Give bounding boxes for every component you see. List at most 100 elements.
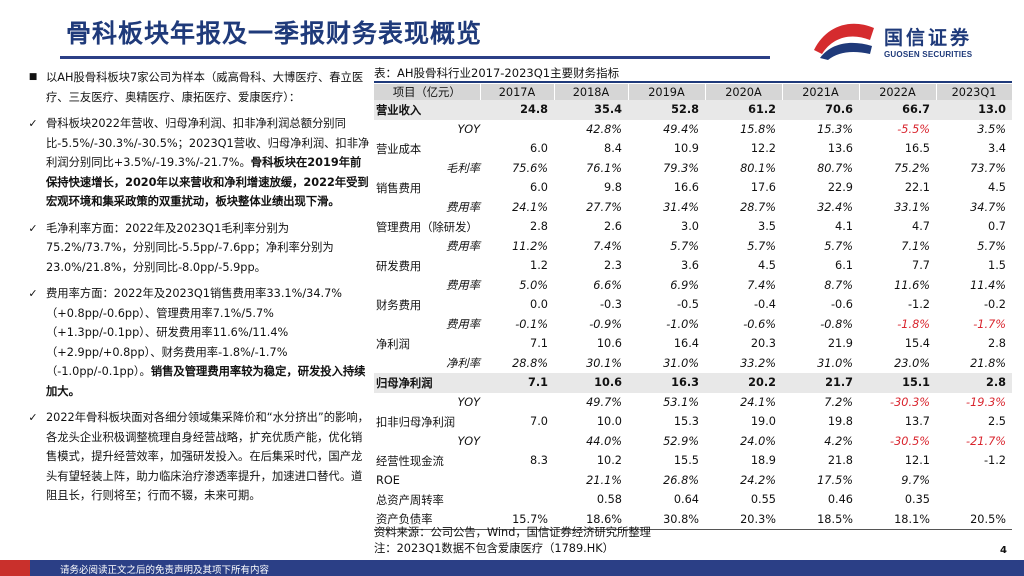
table-row: 净利率 28.8% 30.1% 31.0% 33.2% 31.0% 23.0% 21.8% bbox=[374, 354, 1012, 374]
value-cell: 12.2 bbox=[750, 142, 776, 156]
bullet-item: ■ 以AH股骨科板块7家公司为样本（威高骨科、大博医疗、春立医疗、三友医疗、奥精医… bbox=[24, 68, 370, 107]
value-cell: 21.7 bbox=[782, 373, 859, 393]
row-label-cell: 毛利率 bbox=[446, 162, 480, 176]
title-underline bbox=[60, 56, 770, 59]
value-cell: 24.8 bbox=[480, 100, 554, 120]
bullet-text: 2022年骨科板块面对各细分领域集采降价和“水分挤出”的影响，各龙头企业积极调整… bbox=[46, 411, 369, 502]
row-label-cell: 净利率 bbox=[446, 357, 480, 371]
table-row: 净利润 7.1 10.6 16.4 20.3 21.9 15.4 2.8 bbox=[374, 334, 1012, 354]
page-title: 骨科板块年报及一季报财务表现概览 bbox=[66, 19, 483, 48]
value-cell: 42.8% bbox=[586, 122, 622, 136]
value-cell: 80.1% bbox=[740, 161, 776, 175]
logo-english-text: GUOSEN SECURITIES bbox=[884, 50, 973, 59]
value-cell: 20.3 bbox=[750, 337, 776, 351]
table-row: 总资产周转率 0.58 0.64 0.55 0.46 0.35 bbox=[374, 490, 1012, 510]
value-cell: 8.7% bbox=[824, 278, 853, 292]
value-cell: -30.5% bbox=[890, 434, 930, 448]
header-period-cell: 2020A bbox=[705, 84, 783, 100]
header-period-cell: 2018A bbox=[554, 84, 629, 100]
table-row: 费用率 11.2% 7.4% 5.7% 5.7% 5.7% 7.1% 5.7% bbox=[374, 237, 1012, 257]
value-cell: 79.3% bbox=[663, 161, 699, 175]
guosen-logo: 国信证券 GUOSEN SECURITIES bbox=[812, 20, 1012, 68]
bullet-item: ✓ 毛净利率方面：2022年及2023Q1毛利率分别为75.2%/73.7%，分别… bbox=[24, 219, 370, 278]
value-cell: -19.3% bbox=[966, 395, 1006, 409]
value-cell: 23.0% bbox=[894, 356, 930, 370]
row-label-cell: 销售费用 bbox=[376, 181, 422, 195]
row-label-cell: 营业收入 bbox=[374, 100, 480, 120]
table-row: 费用率 -0.1% -0.9% -1.0% -0.6% -0.8% -1.8% -1.7% bbox=[374, 315, 1012, 335]
financial-metrics-table: 项目（亿元） 2017A 2018A 2019A 2020A 2021A 2022A 2023… bbox=[374, 84, 1013, 530]
value-cell: 33.2% bbox=[740, 356, 776, 370]
value-cell: 7.0 bbox=[530, 415, 548, 429]
value-cell: 2.3 bbox=[604, 259, 622, 273]
footnote-line: 注：2023Q1数据不包含爱康医疗（1789.HK） bbox=[374, 541, 614, 555]
value-cell: 70.6 bbox=[782, 100, 859, 120]
value-cell: 1.2 bbox=[530, 259, 548, 273]
value-cell: 3.6 bbox=[681, 259, 699, 273]
value-cell: 1.5 bbox=[988, 259, 1006, 273]
row-label-cell: YOY bbox=[457, 395, 481, 409]
value-cell: 0.64 bbox=[673, 493, 699, 507]
value-cell: 6.1 bbox=[835, 259, 853, 273]
source-note: 资料来源：公司公告，Wind，国信证券经济研究所整理 注：2023Q1数据不包含… bbox=[374, 525, 651, 556]
value-cell: 17.6 bbox=[750, 181, 776, 195]
value-cell: 28.8% bbox=[512, 356, 548, 370]
value-cell: 4.5 bbox=[758, 259, 776, 273]
value-cell: 24.1% bbox=[740, 395, 776, 409]
value-cell: -30.3% bbox=[890, 395, 930, 409]
value-cell: 16.5 bbox=[904, 142, 930, 156]
table-row: 营业成本 6.0 8.4 10.9 12.2 13.6 16.5 3.4 bbox=[374, 139, 1012, 159]
value-cell: -0.2 bbox=[983, 298, 1006, 312]
checkmark-icon: ✓ bbox=[28, 287, 38, 300]
value-cell: 66.7 bbox=[859, 100, 936, 120]
row-label-cell: YOY bbox=[457, 122, 481, 136]
value-cell: -21.7% bbox=[966, 434, 1006, 448]
header-item-cell: 项目（亿元） bbox=[374, 84, 481, 100]
value-cell: 30.1% bbox=[586, 356, 622, 370]
value-cell: 12.1 bbox=[904, 454, 930, 468]
page-number: 4 bbox=[1000, 545, 1007, 556]
checkmark-icon: ✓ bbox=[28, 221, 38, 235]
value-cell: 5.7% bbox=[747, 239, 776, 253]
value-cell bbox=[480, 432, 554, 452]
value-cell: 49.7% bbox=[586, 395, 622, 409]
table-row: 研发费用 1.2 2.3 3.6 4.5 6.1 7.7 1.5 bbox=[374, 256, 1012, 276]
value-cell: 0.0 bbox=[530, 298, 548, 312]
value-cell: 19.8 bbox=[827, 415, 853, 429]
table-row: YOY 44.0% 52.9% 24.0% 4.2% -30.5% -21.7% bbox=[374, 432, 1012, 452]
row-label-cell: ROE bbox=[376, 473, 400, 487]
checkmark-icon: ✓ bbox=[28, 411, 38, 424]
value-cell: 26.8% bbox=[663, 473, 699, 487]
value-cell: -1.2 bbox=[983, 454, 1006, 468]
value-cell: 32.4% bbox=[817, 200, 853, 214]
footer-bar: 请务必阅读正文之后的免责声明及其项下所有内容 bbox=[0, 560, 1024, 576]
value-cell: 16.6 bbox=[673, 181, 699, 195]
table-row: 费用率 5.0% 6.6% 6.9% 7.4% 8.7% 11.6% 11.4% bbox=[374, 276, 1012, 296]
value-cell: -0.3 bbox=[599, 298, 622, 312]
value-cell: 61.2 bbox=[705, 100, 782, 120]
value-cell: -1.0% bbox=[666, 317, 699, 331]
value-cell: 10.6 bbox=[596, 337, 622, 351]
guosen-logo-icon bbox=[814, 23, 874, 60]
value-cell: -1.7% bbox=[973, 317, 1006, 331]
value-cell: 15.5 bbox=[673, 454, 699, 468]
value-cell: 52.9% bbox=[663, 434, 699, 448]
value-cell: 11.6% bbox=[894, 278, 930, 292]
table-header-row: 项目（亿元） 2017A 2018A 2019A 2020A 2021A 2022A 2023… bbox=[374, 84, 1013, 100]
value-cell: 2.6 bbox=[604, 220, 622, 234]
value-cell: 7.7 bbox=[912, 259, 930, 273]
value-cell: 7.4% bbox=[747, 278, 776, 292]
value-cell: 27.7% bbox=[586, 200, 622, 214]
value-cell: 4.5 bbox=[988, 181, 1006, 195]
value-cell bbox=[936, 471, 1012, 491]
value-cell: 17.5% bbox=[817, 473, 853, 487]
value-cell: 15.8% bbox=[740, 122, 776, 136]
value-cell: 18.5% bbox=[782, 509, 859, 530]
value-cell: 31.0% bbox=[817, 356, 853, 370]
value-cell: 75.6% bbox=[512, 161, 548, 175]
table-row: 归母净利润 7.1 10.6 16.3 20.2 21.7 15.1 2.8 bbox=[374, 373, 1012, 393]
row-label-cell: 费用率 bbox=[446, 318, 480, 332]
value-cell: 8.4 bbox=[604, 142, 622, 156]
value-cell: 5.7% bbox=[670, 239, 699, 253]
value-cell: 3.5 bbox=[758, 220, 776, 234]
